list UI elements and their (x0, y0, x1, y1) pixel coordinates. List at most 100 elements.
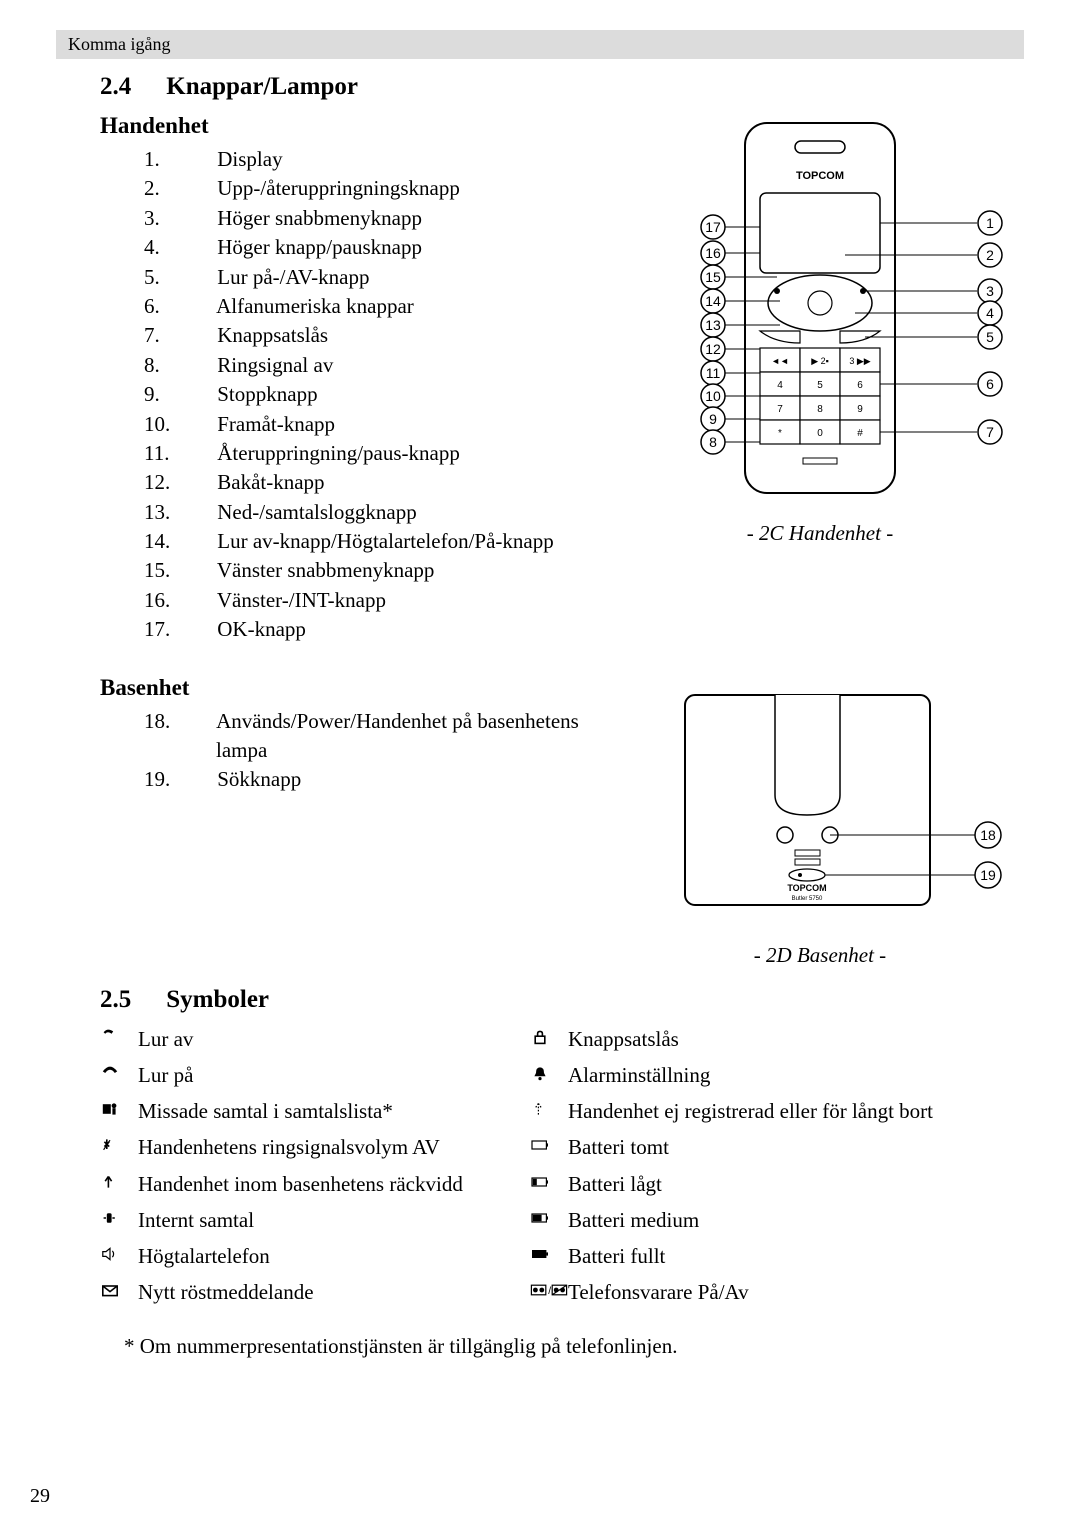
svg-text:5: 5 (986, 329, 994, 345)
svg-text:0: 0 (817, 428, 823, 439)
svg-text:2: 2 (986, 247, 994, 263)
symbol-label: Knappsatslås (568, 1026, 1020, 1052)
svg-text:11: 11 (706, 365, 721, 381)
page-number: 29 (30, 1485, 50, 1508)
symbol-label: Handenhetens ringsignalsvolym AV (138, 1134, 530, 1160)
section-title-text: Knappar/Lampor (166, 73, 358, 100)
symbol-row: Lur på (100, 1062, 530, 1088)
symbol-row: Lur av (100, 1026, 530, 1052)
symbol-row: Handenhet inom basenhetens räckvidd (100, 1171, 530, 1197)
svg-text:14: 14 (705, 293, 721, 309)
bell-icon (530, 1062, 568, 1087)
batt-med-icon (530, 1207, 568, 1232)
svg-text:7: 7 (986, 424, 994, 440)
list-item: 3. Höger snabbmenyknapp (180, 204, 620, 233)
svg-text:19: 19 (980, 867, 996, 883)
symbol-label: Telefonsvarare På/Av (568, 1279, 1020, 1305)
svg-text:8: 8 (709, 434, 717, 450)
list-item: 5. Lur på-/AV-knapp (180, 263, 620, 292)
symbol-row: Batteri medium (530, 1207, 1020, 1233)
svg-text:3 ▶▶: 3 ▶▶ (849, 356, 870, 366)
svg-text:*: * (778, 428, 782, 439)
section-2-4-title: 2.4 Knappar/Lampor (100, 73, 1020, 101)
section-number-2: 2.5 (100, 986, 160, 1014)
page-header: Komma igång (56, 30, 1024, 59)
list-item: 4. Höger knapp/pausknapp (180, 233, 620, 262)
basenhet-heading: Basenhet (100, 675, 620, 701)
svg-text:8: 8 (817, 404, 823, 415)
svg-text:◄◄: ◄◄ (771, 356, 789, 366)
list-item: 8. Ringsignal av (180, 351, 620, 380)
svg-text:13: 13 (705, 317, 721, 333)
symbol-row: Internt samtal (100, 1207, 530, 1233)
antenna-icon (100, 1171, 138, 1196)
base-caption: - 2D Basenhet - (754, 943, 886, 968)
symbol-row: Handenhetens ringsignalsvolym AV (100, 1134, 530, 1160)
handset-off-icon (100, 1026, 138, 1051)
handset-caption: - 2C Handenhet - (747, 521, 893, 546)
envelope-icon (100, 1279, 138, 1304)
section-title-text-2: Symboler (166, 986, 269, 1013)
svg-text:10: 10 (705, 388, 721, 404)
svg-text:▶ 2▪: ▶ 2▪ (811, 356, 829, 366)
symbol-label: Lur på (138, 1062, 530, 1088)
symbol-label: Nytt röstmeddelande (138, 1279, 530, 1305)
lock-icon (530, 1026, 568, 1051)
symbol-label: Internt samtal (138, 1207, 530, 1233)
symbol-label: Handenhet inom basenhetens räckvidd (138, 1171, 530, 1197)
symbol-label: Alarminställning (568, 1062, 1020, 1088)
symbol-row: / Telefonsvarare På/Av (530, 1279, 1020, 1305)
list-item: 10. Framåt-knapp (180, 410, 620, 439)
list-item: 9. Stoppknapp (180, 380, 620, 409)
symbol-label: Handenhet ej registrerad eller för långt… (568, 1098, 1020, 1124)
svg-text:7: 7 (777, 404, 783, 415)
svg-text:6: 6 (986, 376, 994, 392)
symbol-row: Batteri tomt (530, 1134, 1020, 1160)
list-item: 19. Sökknapp (180, 765, 620, 794)
basenhet-list: 18. Används/Power/Handenhet på basenhete… (180, 707, 620, 795)
symbol-row: Högtalartelefon (100, 1243, 530, 1269)
svg-text:6: 6 (857, 380, 863, 391)
header-text: Komma igång (68, 34, 170, 54)
speaker-icon (100, 1243, 138, 1268)
svg-text:16: 16 (705, 245, 721, 261)
batt-full-icon (530, 1243, 568, 1268)
section-2-5-title: 2.5 Symboler (100, 986, 1020, 1014)
symbol-label: Batteri medium (568, 1207, 1020, 1233)
list-item: 2. Upp-/återuppringningsknapp (180, 174, 620, 203)
antenna-blink-icon (530, 1098, 568, 1123)
symbol-label: Batteri lågt (568, 1171, 1020, 1197)
svg-text:5: 5 (817, 380, 823, 391)
svg-text:4: 4 (777, 380, 783, 391)
batt-empty-icon (530, 1134, 568, 1159)
list-item: 7. Knappsatslås (180, 321, 620, 350)
handset-on-icon (100, 1062, 138, 1087)
batt-low-icon (530, 1171, 568, 1196)
list-item: 16. Vänster-/INT-knapp (180, 586, 620, 615)
symbol-label: Batteri tomt (568, 1134, 1020, 1160)
svg-text:#: # (857, 428, 863, 439)
footnote: * Om nummerpresentationstjänsten är till… (124, 1334, 1020, 1359)
list-item: 1. Display (180, 145, 620, 174)
symbol-label: Missade samtal i samtalslista* (138, 1098, 530, 1124)
tam-icon: / (530, 1279, 568, 1304)
symbol-row: Knappsatslås (530, 1026, 1020, 1052)
list-item: 11. Återuppringning/paus-knapp (180, 439, 620, 468)
missed-icon (100, 1098, 138, 1123)
list-item: 6. Alfanumeriska knappar (180, 292, 620, 321)
list-item: 14. Lur av-knapp/Högtalartelefon/På-knap… (180, 527, 620, 556)
list-item: 17. OK-knapp (180, 615, 620, 644)
list-item: 18. Används/Power/Handenhet på basenhete… (180, 707, 620, 766)
svg-text:/: / (548, 1286, 551, 1297)
svg-text:12: 12 (705, 341, 721, 357)
list-item: 15. Vänster snabbmenyknapp (180, 556, 620, 585)
symbol-label: Lur av (138, 1026, 530, 1052)
symbol-row: Batteri lågt (530, 1171, 1020, 1197)
base-diagram: TOPCOM Butler 5750 18 19 (625, 675, 1015, 935)
svg-text:18: 18 (980, 827, 996, 843)
symbol-row: Batteri fullt (530, 1243, 1020, 1269)
symbol-row: Nytt röstmeddelande (100, 1279, 530, 1305)
intercom-icon (100, 1207, 138, 1232)
section-number: 2.4 (100, 73, 160, 101)
handset-diagram: TOPCOM ◄◄ ▶ 2▪ 3 ▶▶ 4 5 6 (625, 113, 1015, 513)
